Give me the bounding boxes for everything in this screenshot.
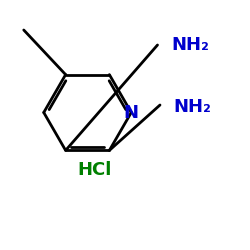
- Text: NH₂: NH₂: [171, 36, 209, 54]
- Text: HCl: HCl: [78, 161, 112, 179]
- Text: N: N: [124, 104, 139, 122]
- Text: NH₂: NH₂: [174, 98, 212, 116]
